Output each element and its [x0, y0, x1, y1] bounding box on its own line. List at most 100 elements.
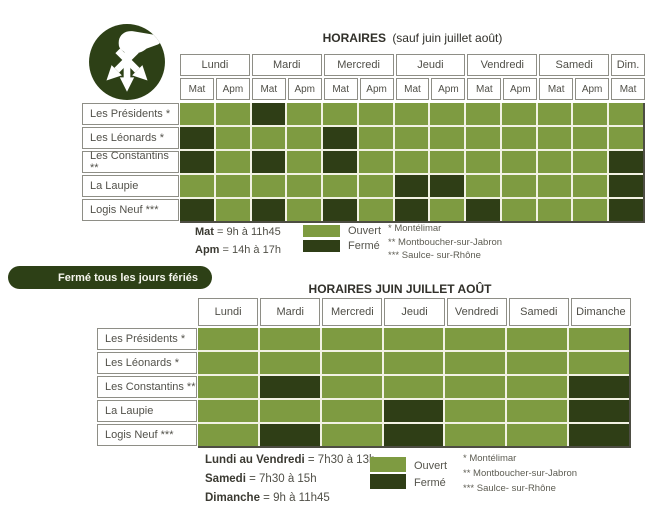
- open-cell: [251, 175, 286, 197]
- table2-legend-times: Lundi au Vendredi = 7h30 à 13h Samedi = …: [205, 451, 375, 508]
- day-header: Mardi: [260, 298, 321, 326]
- table1-legend-labels: Ouvert Fermé: [348, 224, 381, 254]
- open-cell: [430, 151, 465, 173]
- open-cell: [537, 127, 572, 149]
- open-cell: [321, 424, 382, 446]
- footnote: *** Saulce- sur-Rhône: [388, 250, 481, 261]
- row-label: La Laupie: [82, 175, 179, 197]
- open-cell: [569, 352, 629, 374]
- open-swatch: [303, 225, 340, 237]
- open-cell: [507, 328, 568, 350]
- closed-cell: [251, 199, 286, 221]
- subcolumn-header: Apm: [503, 78, 538, 100]
- row-label: Les Constantins **: [97, 376, 197, 398]
- open-cell: [215, 175, 250, 197]
- open-cell: [323, 175, 357, 197]
- closed-cell: [569, 400, 629, 422]
- open-cell: [507, 400, 568, 422]
- table2-schedule-grid: [198, 328, 631, 448]
- table1-title: HORAIRES (sauf juin juillet août): [180, 31, 645, 45]
- open-cell: [501, 151, 536, 173]
- holiday-closed-banner-label: Fermé tous les jours fériés: [58, 271, 198, 284]
- open-cell: [537, 103, 572, 125]
- waste-sorting-logo: [88, 23, 166, 101]
- open-cell: [259, 328, 320, 350]
- open-cell: [198, 424, 258, 446]
- holiday-closed-banner: Fermé tous les jours fériés: [8, 266, 212, 289]
- closed-cell: [180, 127, 214, 149]
- open-cell: [445, 400, 506, 422]
- open-cell: [430, 127, 465, 149]
- row-label: La Laupie: [97, 400, 197, 422]
- open-cell: [430, 199, 465, 221]
- closed-cell: [394, 175, 429, 197]
- time-label: Dimanche: [205, 492, 260, 504]
- subcolumn-header: Apm: [287, 78, 322, 100]
- subcolumn-header: Apm: [215, 78, 250, 100]
- legend-time-line: Samedi = 7h30 à 15h: [205, 470, 375, 489]
- open-cell: [537, 151, 572, 173]
- row-label: Logis Neuf ***: [82, 199, 179, 221]
- table2-day-header-row: Lundi Mardi Mercredi Jeudi Vendredi Samedi Dim…: [198, 298, 631, 326]
- open-cell: [537, 199, 572, 221]
- open-cell: [573, 127, 608, 149]
- day-header: Lundi: [180, 54, 250, 76]
- open-label: Ouvert: [348, 225, 382, 237]
- table1-legend-times: Mat = 9h à 11h45 Apm = 14h à 17h: [195, 223, 281, 259]
- open-cell: [358, 103, 393, 125]
- legend-time-line: Apm = 14h à 17h: [195, 241, 281, 259]
- open-cell: [466, 151, 500, 173]
- closed-cell: [609, 175, 643, 197]
- open-cell: [507, 424, 568, 446]
- open-cell: [180, 103, 214, 125]
- table1-footnotes: * Montélimar ** Montboucher-sur-Jabron *…: [388, 222, 502, 263]
- table2-legend-swatches: [370, 457, 406, 491]
- legend-time-line: Lundi au Vendredi = 7h30 à 13h: [205, 451, 375, 470]
- open-cell: [430, 103, 465, 125]
- open-cell: [215, 103, 250, 125]
- open-cell: [251, 127, 286, 149]
- closed-cell: [251, 151, 286, 173]
- day-header: Vendredi: [467, 54, 538, 76]
- closed-swatch: [370, 474, 406, 489]
- time-label: Apm: [195, 244, 220, 256]
- open-cell: [537, 175, 572, 197]
- day-header: Jeudi: [384, 298, 445, 326]
- subcolumn-header: Mat: [611, 78, 645, 100]
- open-cell: [321, 328, 382, 350]
- open-cell: [609, 127, 643, 149]
- open-cell: [287, 103, 322, 125]
- open-cell: [323, 103, 357, 125]
- open-cell: [180, 175, 214, 197]
- legend-time-line: Mat = 9h à 11h45: [195, 223, 281, 241]
- day-header: Jeudi: [395, 54, 466, 76]
- open-cell: [573, 199, 608, 221]
- closed-cell: [259, 376, 320, 398]
- open-cell: [445, 376, 506, 398]
- footnote: ** Montboucher-sur-Jabron: [388, 236, 503, 248]
- time-label: Lundi au Vendredi: [205, 454, 305, 466]
- row-label: Les Léonards *: [82, 127, 179, 149]
- table2-title: HORAIRES JUIN JUILLET AOÛT: [308, 282, 492, 296]
- open-cell: [215, 199, 250, 221]
- open-cell: [445, 352, 506, 374]
- open-cell: [501, 175, 536, 197]
- open-cell: [383, 376, 444, 398]
- closed-cell: [383, 424, 444, 446]
- open-swatch: [370, 457, 406, 472]
- open-cell: [358, 175, 393, 197]
- open-cell: [466, 127, 500, 149]
- open-cell: [609, 103, 643, 125]
- time-value: = 7h30 à 15h: [249, 473, 317, 485]
- open-cell: [445, 424, 506, 446]
- open-cell: [383, 352, 444, 374]
- waste-sorting-hand-icon: [89, 24, 165, 100]
- closed-cell: [383, 400, 444, 422]
- footnote: ** Montboucher-sur-Jabron: [463, 468, 578, 479]
- time-value: = 9h à 11h45: [263, 492, 330, 504]
- open-cell: [394, 151, 429, 173]
- time-value: = 14h à 17h: [222, 244, 281, 256]
- open-cell: [215, 127, 250, 149]
- open-cell: [507, 376, 568, 398]
- open-cell: [501, 199, 536, 221]
